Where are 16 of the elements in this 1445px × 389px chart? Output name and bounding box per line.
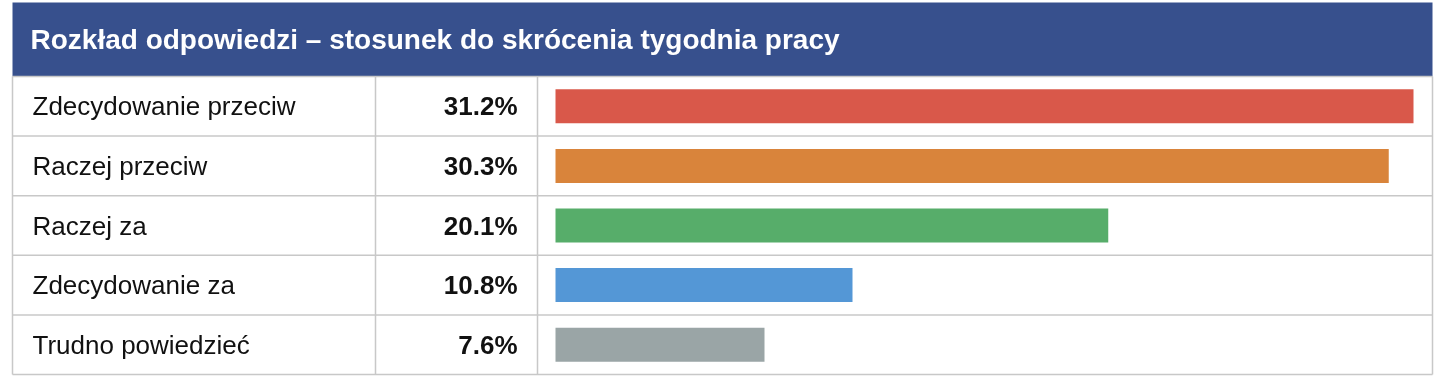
bar [555, 268, 853, 303]
data-label: 31.2% [443, 91, 518, 122]
data-label: 7.6% [458, 329, 518, 360]
y-tick-label: Zdecydowanie za [32, 270, 236, 301]
y-tick-label: Trudno powiedzieć [32, 329, 250, 360]
data-label: 20.1% [443, 210, 518, 241]
bar [555, 148, 1389, 183]
y-tick-label: Zdecydowanie przeciw [32, 91, 296, 122]
bar [555, 208, 1109, 243]
y-tick-label: Raczej za [32, 210, 148, 241]
bar [555, 89, 1414, 124]
chart-title: Rozkład odpowiedzi – stosunek do skrócenia tygodnia pracy [30, 24, 840, 55]
y-tick-label: Raczej przeciw [32, 150, 208, 181]
data-label: 30.3% [443, 150, 518, 181]
bar [555, 327, 765, 362]
data-label: 10.8% [443, 270, 518, 301]
